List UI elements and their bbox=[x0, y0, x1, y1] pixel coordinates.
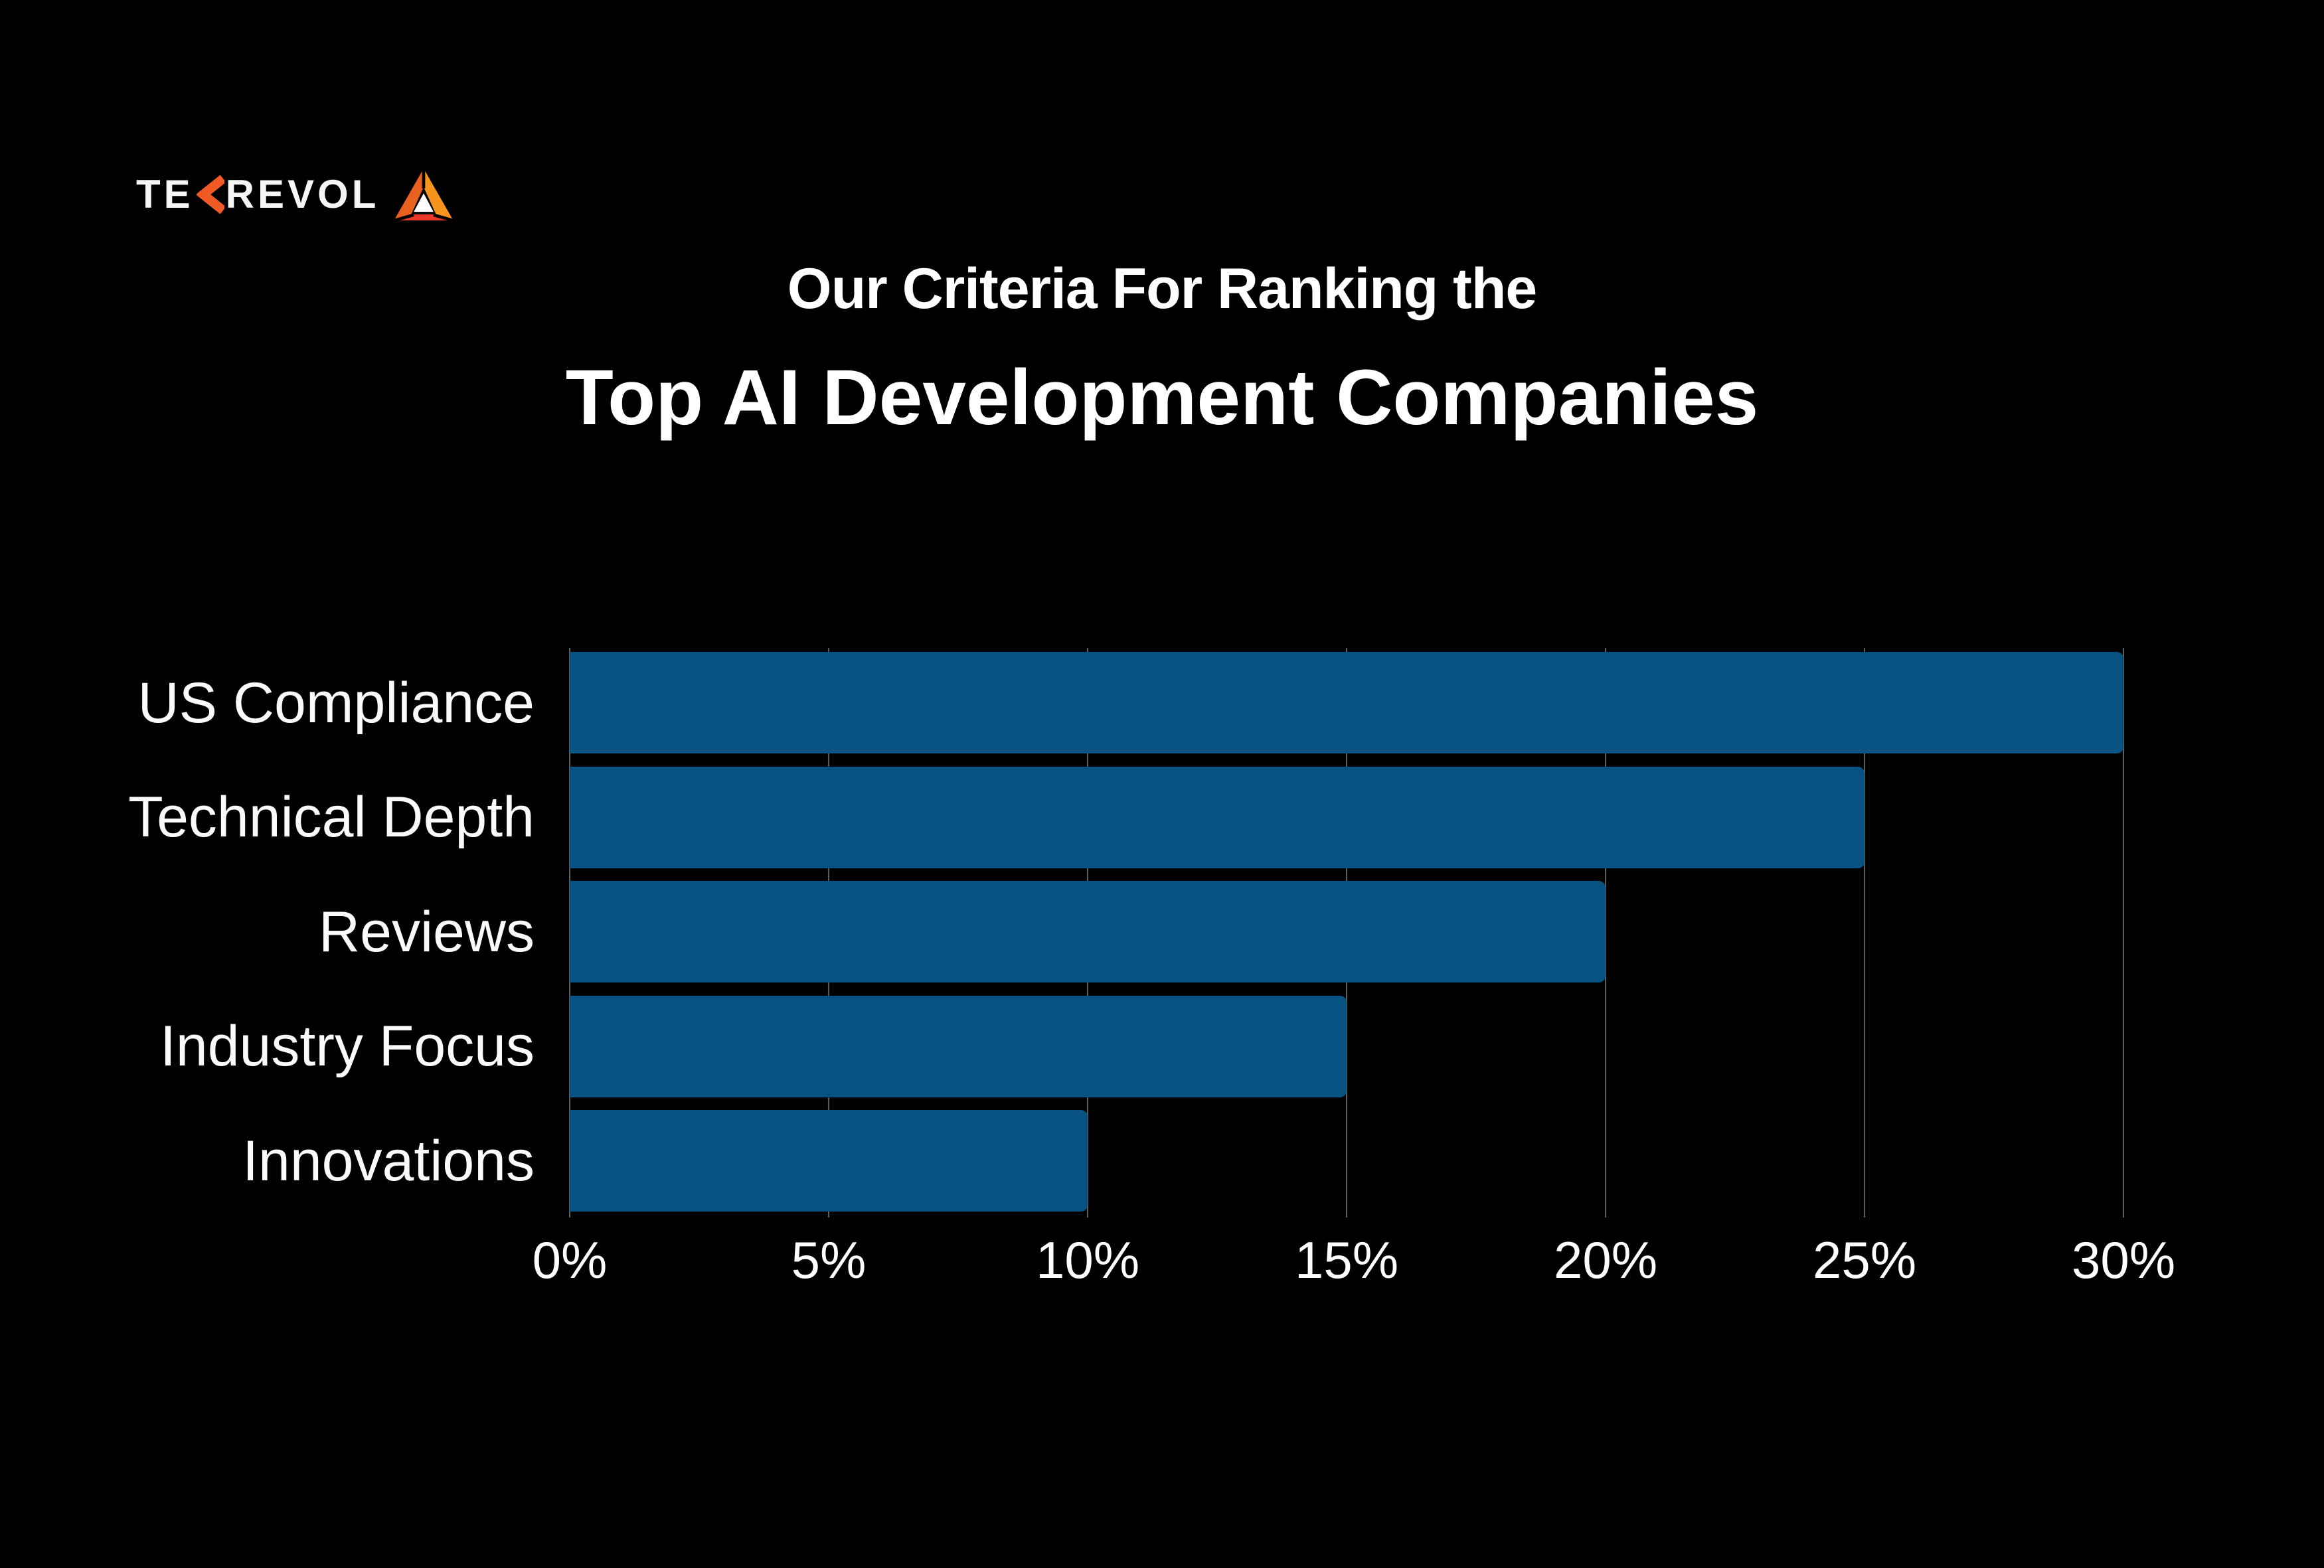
x-tick-label: 0% bbox=[532, 1231, 608, 1289]
chart-subtitle: Our Criteria For Ranking the bbox=[787, 257, 1537, 321]
wordmark-prefix: TE bbox=[136, 172, 194, 216]
bar-industry-focus bbox=[570, 995, 1347, 1097]
bar-technical-depth bbox=[570, 766, 1865, 868]
x-tick-label: 5% bbox=[791, 1231, 867, 1289]
bar-innovations bbox=[570, 1110, 1088, 1212]
tekrevol-logo: TE REVOL bbox=[136, 167, 455, 222]
category-label: Reviews bbox=[319, 900, 535, 964]
category-label: Technical Depth bbox=[128, 785, 535, 849]
gridline bbox=[2123, 648, 2124, 1217]
tekrevol-wordmark: TE REVOL bbox=[136, 175, 379, 214]
tekrevol-triangle-icon bbox=[394, 167, 454, 222]
x-tick-label: 25% bbox=[1812, 1231, 1917, 1289]
wordmark-suffix: REVOL bbox=[225, 172, 380, 216]
x-tick-label: 30% bbox=[2071, 1231, 2176, 1289]
gridline bbox=[1864, 648, 1865, 1217]
category-label: US Compliance bbox=[137, 670, 535, 735]
chevron-left-icon bbox=[196, 175, 224, 214]
category-label: Industry Focus bbox=[160, 1014, 535, 1078]
category-label: Innovations bbox=[242, 1129, 535, 1193]
bar-reviews bbox=[570, 881, 1606, 982]
bar-us-compliance bbox=[570, 652, 2123, 753]
x-tick-label: 15% bbox=[1294, 1231, 1399, 1289]
chart-title: Top AI Development Companies bbox=[565, 354, 1759, 441]
x-tick-label: 20% bbox=[1553, 1231, 1658, 1289]
gridline bbox=[1605, 648, 1606, 1217]
x-tick-label: 10% bbox=[1035, 1231, 1140, 1289]
